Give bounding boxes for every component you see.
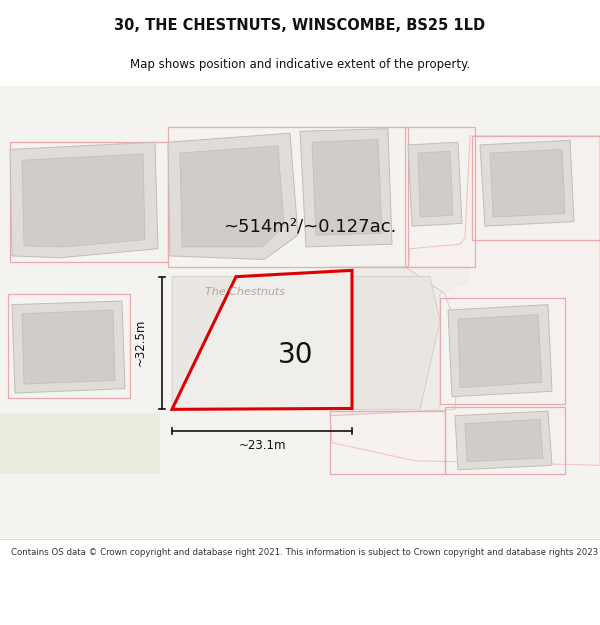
Text: The Chestnuts: The Chestnuts bbox=[205, 287, 285, 297]
Polygon shape bbox=[12, 301, 125, 393]
Polygon shape bbox=[330, 136, 600, 465]
Polygon shape bbox=[408, 142, 462, 226]
Polygon shape bbox=[22, 310, 115, 384]
Polygon shape bbox=[172, 271, 352, 409]
Polygon shape bbox=[10, 142, 158, 258]
Polygon shape bbox=[180, 146, 284, 247]
Polygon shape bbox=[0, 413, 160, 474]
Text: 30: 30 bbox=[278, 341, 314, 369]
Text: ~32.5m: ~32.5m bbox=[133, 319, 146, 366]
Polygon shape bbox=[22, 154, 145, 247]
Text: Map shows position and indicative extent of the property.: Map shows position and indicative extent… bbox=[130, 58, 470, 71]
Polygon shape bbox=[330, 267, 468, 416]
Polygon shape bbox=[418, 151, 453, 217]
Polygon shape bbox=[300, 129, 392, 247]
Polygon shape bbox=[465, 419, 543, 462]
Text: Contains OS data © Crown copyright and database right 2021. This information is : Contains OS data © Crown copyright and d… bbox=[11, 548, 600, 557]
Text: ~514m²/~0.127ac.: ~514m²/~0.127ac. bbox=[223, 217, 397, 235]
Polygon shape bbox=[480, 141, 574, 226]
Polygon shape bbox=[455, 411, 552, 470]
Text: ~23.1m: ~23.1m bbox=[238, 439, 286, 452]
Polygon shape bbox=[168, 133, 298, 259]
Polygon shape bbox=[312, 139, 382, 235]
Polygon shape bbox=[490, 149, 565, 217]
Polygon shape bbox=[172, 277, 440, 409]
Text: 30, THE CHESTNUTS, WINSCOMBE, BS25 1LD: 30, THE CHESTNUTS, WINSCOMBE, BS25 1LD bbox=[115, 18, 485, 33]
Polygon shape bbox=[0, 86, 600, 538]
Polygon shape bbox=[448, 304, 552, 397]
Polygon shape bbox=[458, 314, 542, 388]
